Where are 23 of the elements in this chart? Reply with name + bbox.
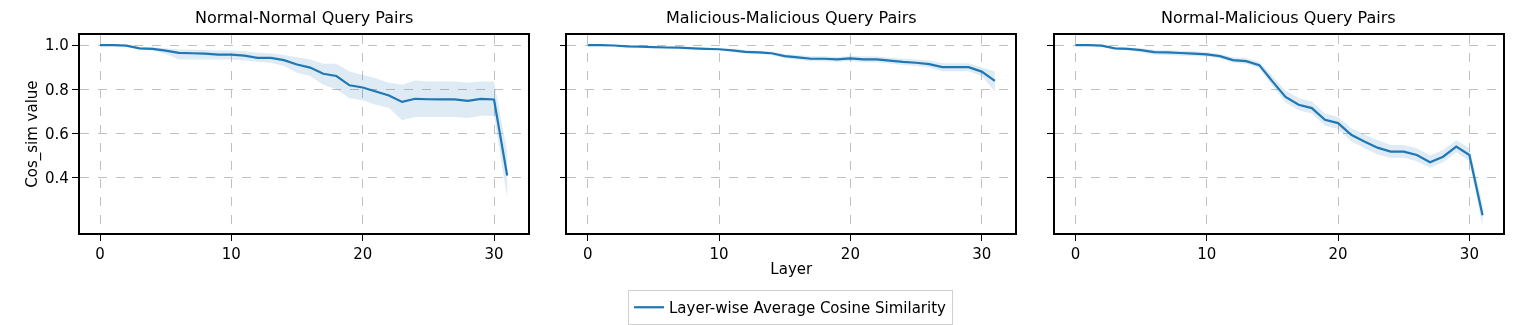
x-tick-label: 30 — [972, 244, 992, 263]
y-tick-label: 1.0 — [45, 36, 69, 55]
legend-label: Layer-wise Average Cosine Similarity — [669, 299, 947, 318]
chart-title: Normal-Malicious Query Pairs — [1161, 8, 1396, 27]
x-tick-label: 30 — [484, 244, 504, 263]
y-axis-title: Cos_sim value — [22, 80, 42, 188]
chart-title: Malicious-Malicious Query Pairs — [666, 8, 917, 27]
line-series — [98, 43, 509, 177]
x-tick-label: 0 — [95, 244, 105, 263]
x-tick-label: 30 — [1459, 244, 1479, 263]
y-tick-label: 0.8 — [45, 80, 69, 99]
x-tick-label: 10 — [709, 244, 729, 263]
x-tick-label: 0 — [1070, 244, 1081, 263]
x-axis-title: Layer — [770, 260, 814, 279]
y-tick-label: 0.6 — [45, 124, 69, 143]
x-tick-label: 10 — [1197, 244, 1217, 263]
x-tick-label: 0 — [582, 244, 593, 263]
x-tick-label: 20 — [1328, 244, 1348, 263]
x-tick-label: 20 — [353, 244, 373, 263]
chart-title: Normal-Normal Query Pairs — [195, 8, 414, 27]
y-tick-label: 0.4 — [45, 168, 69, 187]
x-tick-label: 10 — [221, 244, 241, 263]
x-tick-label: 20 — [840, 244, 860, 263]
